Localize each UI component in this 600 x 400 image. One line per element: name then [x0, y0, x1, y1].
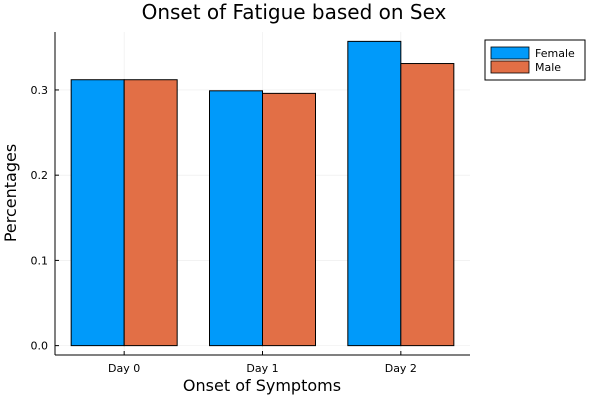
bars — [70, 40, 455, 347]
bar-female-day-1 — [209, 90, 263, 347]
bar-female-day-0 — [70, 79, 125, 347]
y-tick-label-0: 0.0 — [31, 340, 49, 353]
legend-swatch-male — [490, 60, 530, 74]
legend-swatch-female — [490, 46, 530, 60]
y-tick-label-2: 0.2 — [31, 169, 49, 182]
y-tick-label-3: 0.3 — [31, 84, 49, 97]
legend-label-female: Female — [535, 47, 575, 60]
bar-male-day-2 — [400, 63, 455, 347]
bar-male-day-1 — [262, 92, 316, 347]
legend-label-male: Male — [535, 61, 561, 74]
x-axis-label: Onset of Symptoms — [183, 376, 341, 395]
x-ticks: Day 0 Day 1 Day 2 — [108, 351, 417, 375]
x-tick-label-2: Day 2 — [385, 362, 417, 375]
legend: Female Male — [484, 39, 586, 81]
y-axis-label: Percentages — [1, 144, 20, 242]
bar-female-day-2 — [347, 40, 402, 347]
legend-box — [484, 39, 586, 81]
bar-male-day-0 — [123, 79, 178, 347]
y-tick-label-1: 0.1 — [31, 254, 49, 267]
y-ticks: 0.0 0.1 0.2 0.3 — [31, 84, 59, 353]
x-tick-label-1: Day 1 — [246, 362, 278, 375]
chart-title: Onset of Fatigue based on Sex — [142, 0, 447, 24]
x-tick-label-0: Day 0 — [108, 362, 140, 375]
